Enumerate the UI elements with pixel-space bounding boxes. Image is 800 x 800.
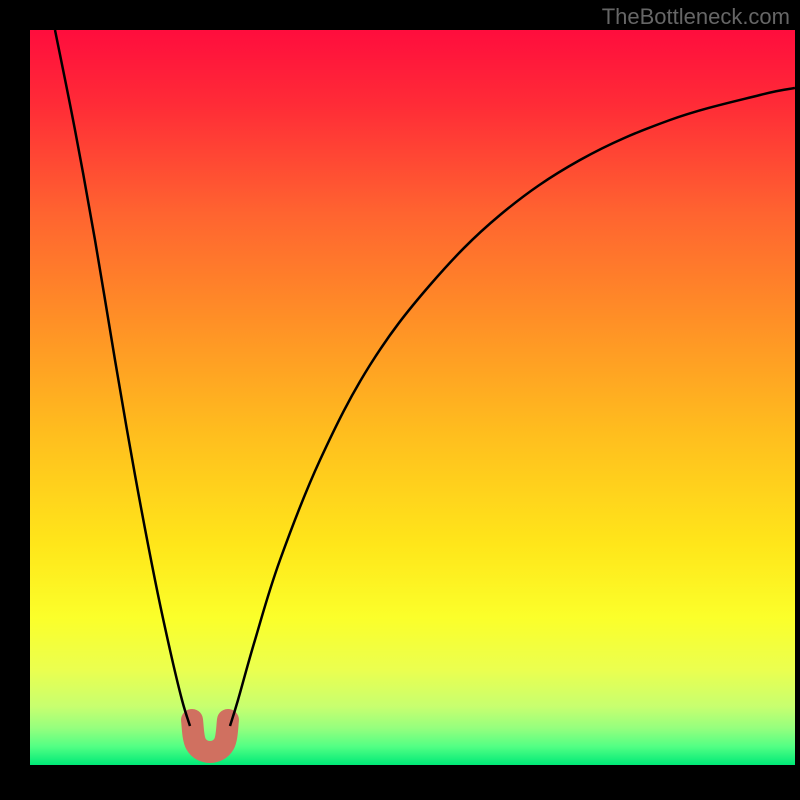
- chart-svg: [0, 0, 800, 800]
- plot-gradient-background: [30, 30, 795, 765]
- chart-container: TheBottleneck.com: [0, 0, 800, 800]
- watermark-text: TheBottleneck.com: [602, 4, 790, 30]
